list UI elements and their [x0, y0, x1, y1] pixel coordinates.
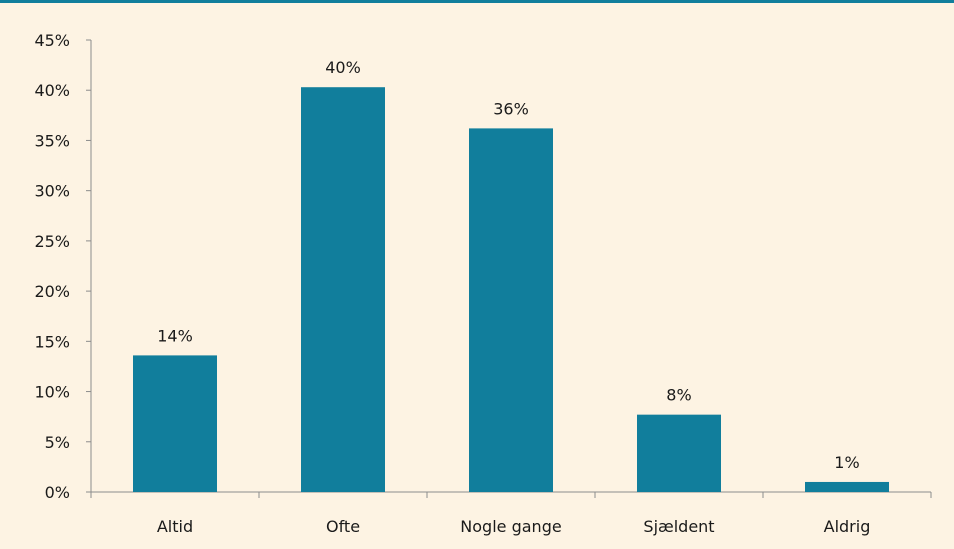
data-label: 1%: [834, 453, 859, 472]
data-labels: 14% 40% 36% 8% 1%: [157, 58, 859, 472]
y-tick-label: 0%: [45, 483, 70, 502]
bar: [133, 355, 217, 492]
category-label: Ofte: [326, 517, 360, 536]
y-tick-label: 45%: [34, 31, 70, 50]
category-label: Aldrig: [824, 517, 871, 536]
y-tick-label: 15%: [34, 332, 70, 351]
category-label: Nogle gange: [460, 517, 561, 536]
data-label: 36%: [493, 99, 529, 118]
category-label: Altid: [157, 517, 193, 536]
y-tick-label: 40%: [34, 81, 70, 100]
category-label: Sjældent: [643, 517, 714, 536]
bars: [133, 87, 889, 492]
bar-chart: 0% 5% 10% 15% 20% 25% 30% 35% 40% 45% 14% 40% 36% 8%…: [34, 31, 932, 536]
bar: [637, 414, 721, 492]
y-tick-label: 35%: [34, 131, 70, 150]
data-label: 40%: [325, 58, 361, 77]
bar: [805, 481, 889, 492]
category-labels: Altid Ofte Nogle gange Sjældent Aldrig: [157, 517, 871, 536]
bar: [301, 87, 385, 492]
data-label: 14%: [157, 326, 193, 345]
bar: [469, 128, 553, 492]
y-tick-label: 25%: [34, 232, 70, 251]
y-tick-label: 5%: [45, 433, 70, 452]
y-axis-ticks: 0% 5% 10% 15% 20% 25% 30% 35% 40% 45%: [34, 31, 91, 502]
data-label: 8%: [666, 386, 691, 405]
y-tick-label: 30%: [34, 182, 70, 201]
y-tick-label: 20%: [34, 282, 70, 301]
y-tick-label: 10%: [34, 383, 70, 402]
